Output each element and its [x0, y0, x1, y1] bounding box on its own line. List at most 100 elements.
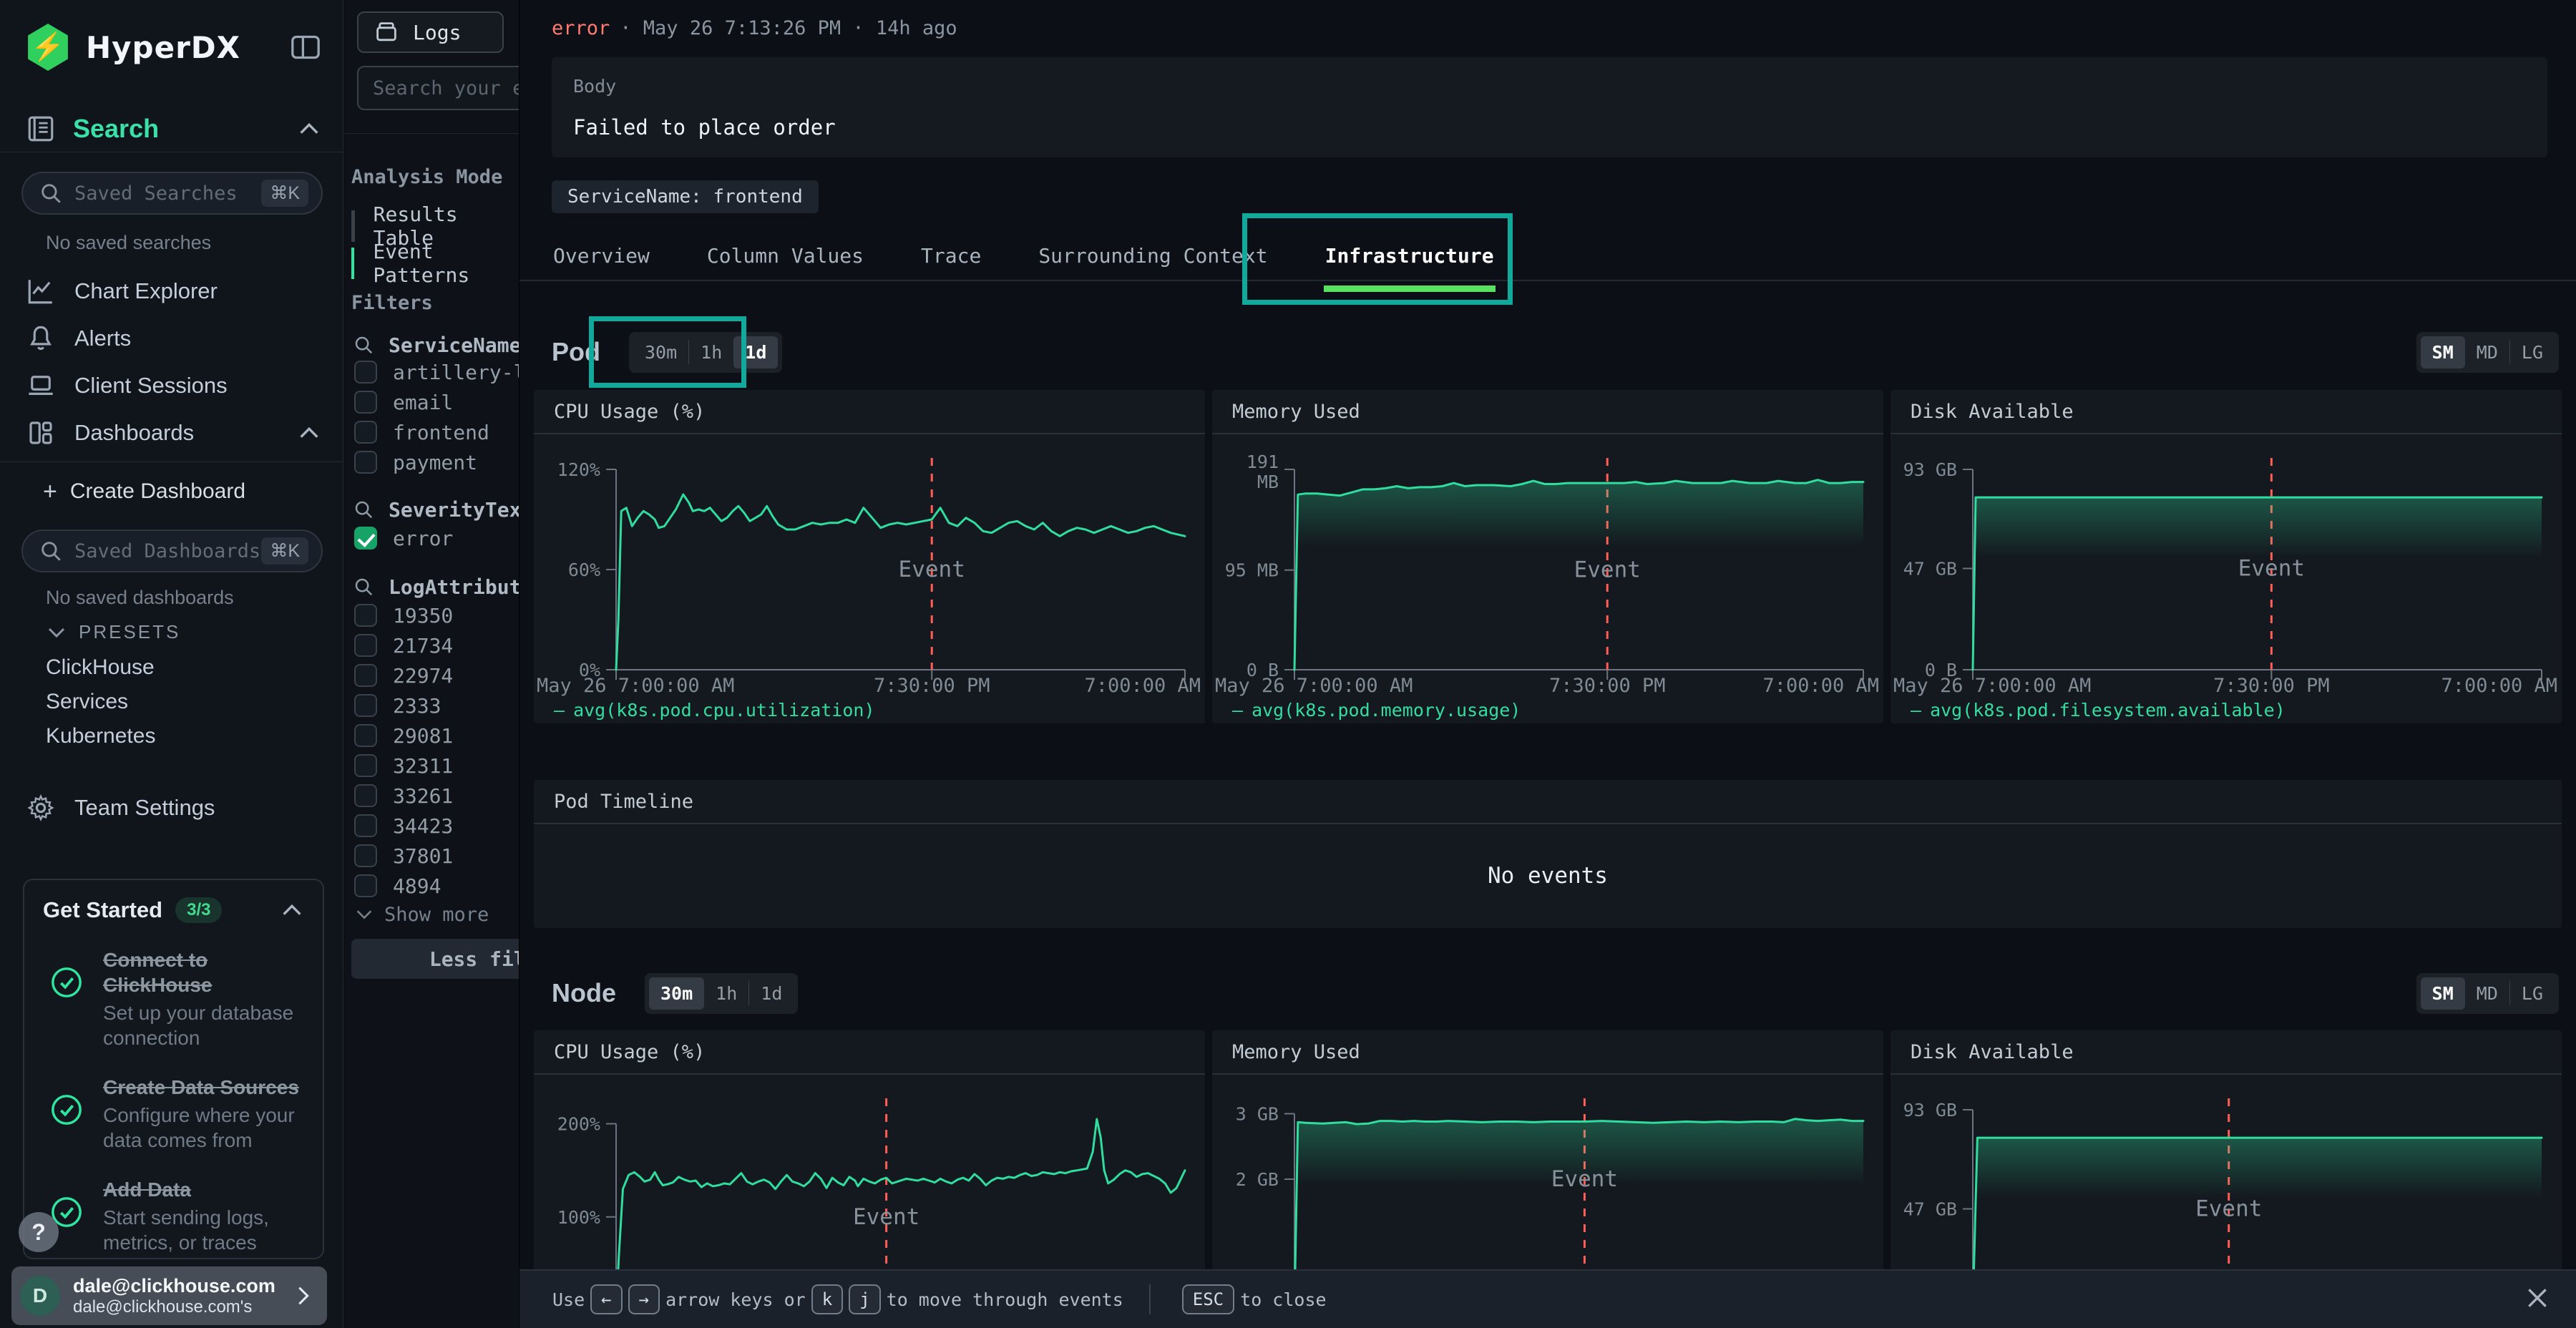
checkbox[interactable]: [354, 724, 377, 747]
node-cpu-chart[interactable]: 200% 100% Event: [534, 1075, 1205, 1328]
node-size-lg[interactable]: LG: [2521, 982, 2543, 1004]
saved-dashboards-input[interactable]: Saved Dashboards ⌘K: [21, 529, 323, 572]
pod-size-lg[interactable]: LG: [2521, 341, 2543, 363]
checkbox[interactable]: [354, 664, 377, 687]
sidebar-item-alerts[interactable]: Alerts: [26, 318, 321, 359]
close-panel-button[interactable]: [2519, 1279, 2556, 1317]
tab-infrastructure[interactable]: Infrastructure: [1323, 238, 1496, 292]
chevron-up-icon[interactable]: [297, 120, 321, 137]
sidebar-item-dashboards[interactable]: Dashboards: [26, 412, 321, 454]
filter-option[interactable]: 2333: [354, 691, 441, 720]
checkbox[interactable]: [354, 754, 377, 777]
checklist-item-add-data[interactable]: Add Data Start sending logs, metrics, or…: [43, 1177, 304, 1255]
checkbox[interactable]: [354, 361, 377, 384]
sidebar-item-search[interactable]: Search: [26, 109, 321, 149]
node-range-1d[interactable]: 1d: [761, 982, 783, 1004]
chevron-down-icon: [354, 907, 374, 922]
checkbox[interactable]: [354, 694, 377, 717]
search-explorer-panel: Logs Search your ev Analysis Mode Result…: [344, 0, 519, 1328]
node-range-30m[interactable]: 30m: [649, 977, 705, 1010]
event-search-input[interactable]: Search your ev: [357, 66, 519, 110]
filter-option[interactable]: 4894: [354, 872, 441, 900]
sidebar-item-services[interactable]: Services: [46, 690, 129, 713]
pod-range-1d[interactable]: 1d: [733, 336, 779, 368]
source-selector-button[interactable]: Logs: [357, 11, 504, 53]
filters-label: Filters: [351, 292, 433, 314]
filter-option[interactable]: artillery-loa: [354, 358, 519, 386]
checkbox[interactable]: [354, 844, 377, 867]
chart-legend[interactable]: avg(k8s.pod.filesystem.available): [1930, 700, 2285, 721]
svg-text:Event: Event: [899, 557, 965, 582]
chevron-up-icon[interactable]: [280, 902, 304, 919]
sidebar-item-kubernetes[interactable]: Kubernetes: [46, 724, 156, 748]
filter-option[interactable]: 34423: [354, 811, 453, 840]
tab-trace[interactable]: Trace: [921, 243, 982, 268]
node-range-1h[interactable]: 1h: [716, 982, 738, 1004]
filter-option[interactable]: 32311: [354, 751, 453, 780]
checklist-item-connect[interactable]: Connect to ClickHouse Set up your databa…: [43, 947, 304, 1050]
checklist-item-sources[interactable]: Create Data Sources Configure where your…: [43, 1075, 304, 1153]
pod-memory-chart[interactable]: 191 MB 95 MB 0 B Event May 26 7:00:00 AM 7:30:…: [1212, 434, 1883, 700]
presets-toggle[interactable]: PRESETS: [46, 621, 180, 643]
filter-option[interactable]: payment: [354, 448, 477, 477]
less-filters-button[interactable]: Less filters: [351, 939, 519, 979]
pod-section-title: Pod: [552, 337, 600, 366]
filter-group-severitytext[interactable]: SeverityText: [353, 495, 519, 524]
checkbox-checked[interactable]: [354, 527, 377, 550]
pod-size-md[interactable]: MD: [2476, 341, 2498, 363]
checkbox[interactable]: [354, 391, 377, 414]
mode-event-patterns[interactable]: Event Patterns: [351, 240, 519, 287]
checkbox[interactable]: [354, 874, 377, 897]
filter-option[interactable]: 29081: [354, 721, 453, 750]
node-size-md[interactable]: MD: [2476, 982, 2498, 1004]
checkbox[interactable]: [354, 814, 377, 837]
svg-text:93 GB: 93 GB: [1903, 1100, 1957, 1120]
tab-overview[interactable]: Overview: [553, 243, 650, 268]
pod-disk-chart[interactable]: 93 GB 47 GB 0 B Event May 26 7:00:00 AM 7:30:…: [1890, 434, 2562, 700]
tab-surrounding-context[interactable]: Surrounding Context: [1038, 243, 1268, 268]
node-size-sm[interactable]: SM: [2420, 977, 2465, 1010]
user-profile-chip[interactable]: D dale@clickhouse.com dale@clickhouse.co…: [11, 1266, 327, 1325]
checkbox[interactable]: [354, 604, 377, 627]
filter-option-checked[interactable]: error: [354, 524, 453, 552]
filter-option[interactable]: 21734: [354, 631, 453, 660]
pod-range-30m[interactable]: 30m: [645, 341, 678, 363]
show-more-toggle[interactable]: Show more: [354, 900, 489, 929]
sidebar-item-client-sessions[interactable]: Client Sessions: [26, 365, 321, 406]
mode-results-table[interactable]: Results Table: [351, 202, 519, 250]
alerts-label: Alerts: [74, 326, 132, 351]
sidebar-item-chart-explorer[interactable]: Chart Explorer: [26, 270, 321, 312]
collapse-sidebar-icon[interactable]: [290, 33, 321, 62]
checkbox[interactable]: [354, 784, 377, 807]
saved-searches-input[interactable]: Saved Searches ⌘K: [21, 172, 323, 215]
sidebar-item-team-settings[interactable]: Team Settings: [26, 787, 321, 829]
filter-group-logattributes[interactable]: LogAttributes: [353, 572, 519, 601]
chevron-up-icon[interactable]: [297, 424, 321, 441]
filter-option[interactable]: 37801: [354, 841, 453, 870]
search-icon: [353, 499, 374, 520]
event-details-panel: error · May 26 7:13:26 PM · 14h ago Body…: [519, 0, 2576, 1328]
pod-range-1h[interactable]: 1h: [701, 341, 723, 363]
checkbox[interactable]: [354, 421, 377, 444]
filter-option[interactable]: email: [354, 388, 453, 416]
pod-size-sm[interactable]: SM: [2420, 336, 2465, 368]
sidebar-item-clickhouse[interactable]: ClickHouse: [46, 655, 155, 679]
chart-legend[interactable]: avg(k8s.pod.cpu.utilization): [573, 700, 875, 721]
pod-cpu-chart[interactable]: 120% 60% 0% Event May 26 7:00:00 AM 7:30:00 P…: [534, 434, 1205, 700]
service-name-chip[interactable]: ServiceName: frontend: [552, 180, 819, 213]
checklist-item-desc: Start sending logs, metrics, or traces: [103, 1206, 269, 1254]
footer-tail-label: to move through events: [886, 1289, 1123, 1310]
tab-column-values[interactable]: Column Values: [706, 243, 864, 268]
help-button[interactable]: ?: [19, 1212, 59, 1252]
checkbox[interactable]: [354, 634, 377, 657]
filter-group-servicename[interactable]: ServiceName: [353, 331, 519, 359]
chart-legend[interactable]: avg(k8s.pod.memory.usage): [1252, 700, 1521, 721]
checkbox[interactable]: [354, 451, 377, 474]
filter-option[interactable]: 19350: [354, 601, 453, 630]
filter-option[interactable]: frontend: [354, 418, 489, 446]
filter-option[interactable]: 22974: [354, 661, 453, 690]
filter-option[interactable]: 33261: [354, 781, 453, 810]
svg-text:120%: 120%: [557, 459, 600, 480]
svg-text:0 B: 0 B: [1246, 660, 1279, 680]
create-dashboard-button[interactable]: + Create Dashboard: [43, 474, 245, 509]
